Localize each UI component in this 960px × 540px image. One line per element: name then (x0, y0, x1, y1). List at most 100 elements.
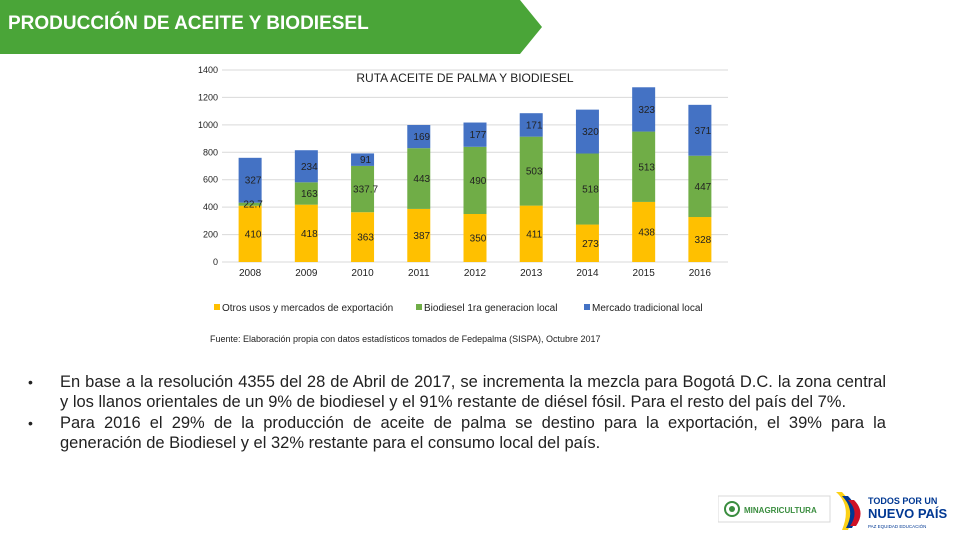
y-tick-label: 1200 (198, 92, 218, 102)
data-label: 234 (301, 162, 318, 173)
bar-segment (238, 205, 262, 262)
data-label: 438 (638, 227, 655, 238)
bar-segment (575, 224, 599, 262)
data-label: 177 (470, 130, 487, 141)
y-tick-label: 1000 (198, 120, 218, 130)
data-label: 371 (695, 126, 712, 137)
chart-legend: Otros usos y mercados de exportación Biod… (214, 303, 703, 314)
bar-segment (294, 204, 318, 262)
bar-segment (407, 148, 431, 209)
data-label: 363 (357, 233, 374, 244)
notes-list: En base a la resolución 4355 del 28 de A… (28, 372, 886, 454)
legend-label: Mercado tradicional local (592, 303, 703, 314)
bar-segment (688, 104, 712, 156)
data-label: 503 (526, 167, 543, 178)
x-tick-label: 2014 (576, 268, 599, 279)
y-tick-label: 200 (203, 230, 218, 240)
chart-title: RUTA ACEITE DE PALMA Y BIODIESEL (356, 71, 574, 85)
chart-source: Fuente: Elaboración propia con datos est… (210, 334, 601, 344)
stacked-bar-chart: 0 200 400 600 800 1000 1200 1400 410 22.7 327 418 1… (198, 65, 728, 344)
bar-segment (632, 201, 656, 262)
legend-item: Mercado tradicional local (584, 303, 703, 314)
bar-segment (294, 182, 318, 205)
data-label: 171 (526, 120, 543, 131)
legend-swatch (584, 304, 590, 310)
data-label: 22.7 (243, 200, 263, 211)
bar-segment (519, 205, 543, 262)
bar-segment (519, 136, 543, 206)
data-label: 513 (638, 162, 655, 173)
data-label: 350 (470, 234, 487, 245)
bar-segment (575, 109, 599, 154)
legend-label: Otros usos y mercados de exportación (222, 303, 393, 314)
bar-segment (351, 212, 375, 262)
bar-segment (463, 214, 487, 262)
x-tick-label: 2009 (295, 268, 318, 279)
bar-segment (575, 153, 599, 225)
data-label: 443 (413, 174, 430, 185)
minagricultura-logo: MINAGRICULTURA (718, 495, 831, 523)
svg-text:TODOS POR UN: TODOS POR UN (868, 496, 937, 506)
legend-swatch (416, 304, 422, 310)
data-label: 418 (301, 229, 318, 240)
data-label: 337.7 (353, 185, 378, 196)
data-label: 91 (360, 155, 372, 166)
data-label: 387 (413, 231, 430, 242)
title-banner: PRODUCCIÓN DE ACEITE Y BIODIESEL (0, 0, 545, 54)
data-label: 447 (695, 182, 712, 193)
chart-bars (238, 87, 712, 262)
svg-text:NUEVO PAÍS: NUEVO PAÍS (868, 506, 948, 521)
bar-segment (238, 157, 262, 203)
data-labels: 410 22.7 327 418 163 234 363 337.7 91 387 443 169 35… (243, 105, 711, 250)
bar-segment (688, 155, 712, 218)
data-label: 163 (301, 189, 318, 200)
svg-text:PAZ EQUIDAD EDUCACIÓN: PAZ EQUIDAD EDUCACIÓN (868, 523, 926, 529)
gobierno-logo: TODOS POR UN NUEVO PAÍS PAZ EQUIDAD EDUC… (836, 492, 948, 530)
bar-segment (688, 217, 712, 262)
legend-item: Otros usos y mercados de exportación (214, 303, 393, 314)
page-title: PRODUCCIÓN DE ACEITE Y BIODIESEL (8, 13, 369, 34)
x-tick-label: 2015 (633, 268, 656, 279)
note-item: Para 2016 el 29% de la producción de ace… (28, 413, 886, 453)
data-label: 411 (526, 229, 542, 240)
x-tick-label: 2013 (520, 268, 543, 279)
bar-segment (632, 87, 656, 132)
bar-segment (407, 208, 431, 262)
x-tick-label: 2010 (351, 268, 374, 279)
y-axis-ticks: 0 200 400 600 800 1000 1200 1400 (198, 65, 218, 267)
title-banner-shape (0, 0, 542, 54)
data-label: 327 (245, 176, 262, 187)
bar-segment (351, 153, 375, 166)
bar-segment (463, 122, 487, 147)
y-tick-label: 800 (203, 147, 218, 157)
emblem-icon (724, 501, 740, 517)
data-label: 410 (245, 229, 262, 240)
y-tick-label: 0 (213, 257, 218, 267)
data-label: 273 (582, 239, 599, 250)
data-label: 518 (582, 185, 599, 196)
x-tick-label: 2008 (239, 268, 262, 279)
bar-segment (238, 202, 262, 206)
data-label: 169 (413, 132, 430, 143)
bar-segment (294, 150, 318, 183)
y-tick-label: 1400 (198, 65, 218, 75)
note-item: En base a la resolución 4355 del 28 de A… (28, 372, 886, 412)
bar-segment (407, 124, 431, 149)
bar-segment (351, 165, 375, 213)
data-label: 320 (582, 127, 599, 138)
y-tick-label: 400 (203, 202, 218, 212)
bar-segment (632, 131, 656, 202)
footer-logos: MINAGRICULTURA TODOS POR UN NUEVO PAÍS P… (718, 492, 948, 530)
svg-text:MINAGRICULTURA: MINAGRICULTURA (744, 506, 817, 515)
legend-item: Biodiesel 1ra generacion local (416, 303, 557, 314)
data-label: 490 (470, 176, 487, 187)
bar-segment (519, 113, 543, 137)
data-label: 323 (638, 105, 655, 116)
x-tick-label: 2012 (464, 268, 487, 279)
legend-label: Biodiesel 1ra generacion local (424, 303, 557, 314)
bar-segment (463, 146, 487, 214)
x-axis-ticks: 2008 2009 2010 2011 2012 2013 2014 2015 2016 (239, 268, 711, 279)
data-label: 328 (695, 235, 712, 246)
x-tick-label: 2016 (689, 268, 712, 279)
y-tick-label: 600 (203, 175, 218, 185)
